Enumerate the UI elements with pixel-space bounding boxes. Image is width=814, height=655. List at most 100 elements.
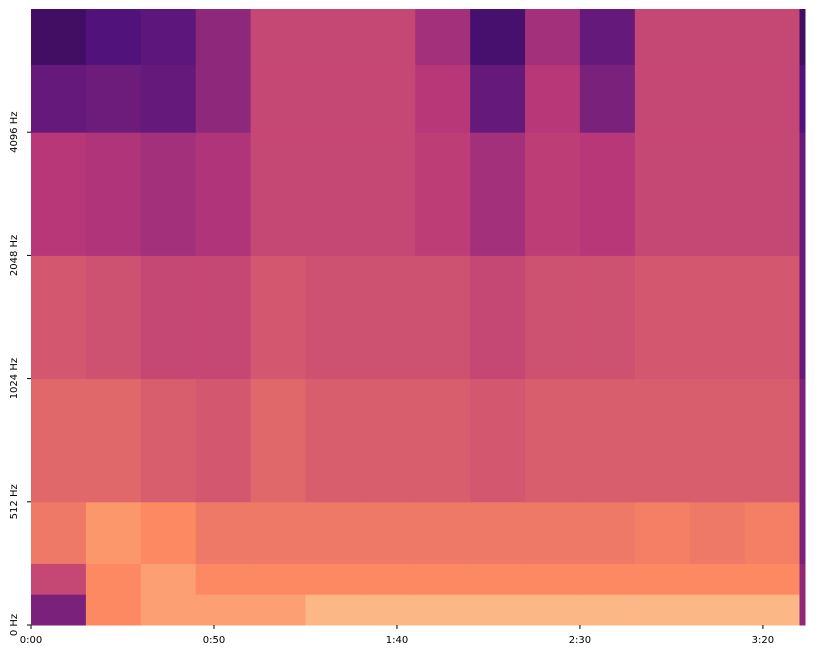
heatmap-cell [525,9,581,65]
heatmap-cell [634,594,691,626]
heatmap-cell [415,132,471,256]
heatmap-cell [689,132,746,256]
heatmap-cell [140,378,197,503]
heatmap-cell [744,64,801,133]
heatmap-cell [525,563,581,595]
heatmap-cell [525,594,581,626]
heatmap-cell [634,255,691,380]
heatmap-cell [799,9,806,65]
heatmap-cell [744,9,801,65]
heatmap-cell [415,594,471,626]
heatmap-cell [415,9,471,65]
heatmap-cell [305,255,361,380]
heatmap-cell [360,64,416,133]
heatmap-cell [360,255,416,380]
heatmap-cell [305,563,361,595]
heatmap-cell [634,501,691,564]
heatmap-cell [305,64,361,133]
heatmap-cell [195,501,252,564]
heatmap-cell [744,501,801,564]
heatmap-cell [799,594,806,626]
heatmap-cell [689,501,746,564]
heatmap-cell [85,255,142,380]
heatmap-cell [85,9,142,65]
heatmap-cell [799,378,806,503]
heatmap-cell [140,64,197,133]
heatmap-cell [250,594,306,626]
heatmap-cell [579,132,636,256]
heatmap-cell [250,255,306,380]
heatmap-cell [799,132,806,256]
heatmap-cell [744,255,801,380]
heatmap-cell [140,501,197,564]
heatmap-cell [634,132,691,256]
heatmap-cell [195,132,252,256]
heatmap-cell [744,563,801,595]
heatmap-cell [689,563,746,595]
heatmap-cell [470,501,526,564]
heatmap-cell [799,255,806,380]
heatmap-cell [415,563,471,595]
heatmap-cell [250,132,306,256]
heatmap-cell [250,501,306,564]
heatmap-cell [525,64,581,133]
heatmap-cell [634,563,691,595]
heatmap-cell [305,501,361,564]
heatmap-cell [470,64,526,133]
x-tick-label: 1:40 [386,635,408,646]
heatmap-cell [195,378,252,503]
heatmap-cell [525,501,581,564]
heatmap-cell [305,594,361,626]
heatmap-cell [579,501,636,564]
x-tick-label: 2:30 [569,635,591,646]
heatmap-cell [579,378,636,503]
heatmap-cell [31,9,87,65]
heatmap-cell [85,501,142,564]
heatmap-cell [31,132,87,256]
heatmap-cell [415,501,471,564]
heatmap-cell [470,563,526,595]
heatmap-cell [31,378,87,503]
y-tick-label: 4096 Hz [9,111,20,152]
heatmap-cell [415,64,471,133]
heatmap-cell [689,594,746,626]
heatmap-cell [31,563,87,595]
heatmap-cell [579,594,636,626]
heatmap-cell [579,64,636,133]
heatmap-cell [305,132,361,256]
heatmap-cell [579,563,636,595]
heatmap-cell [744,132,801,256]
heatmap-cell [195,563,252,595]
heatmap-cell [415,255,471,380]
heatmap-cell [470,255,526,380]
heatmap-cell [85,132,142,256]
heatmap-cell [140,9,197,65]
heatmap-cell [85,594,142,626]
x-tick-label: 0:00 [20,635,42,646]
heatmap-cell [85,378,142,503]
heatmap-cell [689,255,746,380]
heatmap-cell [31,594,87,626]
heatmap-cell [360,501,416,564]
heatmap-cell [470,378,526,503]
x-tick-label: 0:50 [203,635,225,646]
heatmap-cell [250,563,306,595]
heatmap-cell [31,501,87,564]
heatmap-cell [140,132,197,256]
y-tick-label: 0 Hz [9,614,20,636]
heatmap-cell [525,255,581,380]
heatmap-cell [799,64,806,133]
heatmap-cell [85,563,142,595]
heatmap-cell [195,255,252,380]
heatmap-cell [195,9,252,65]
y-tick-label: 2048 Hz [9,235,20,276]
heatmap-cell [195,64,252,133]
heatmap-cell [525,378,581,503]
heatmap-cell [31,64,87,133]
heatmap-cell [689,378,746,503]
x-tick-label: 3:20 [752,635,774,646]
heatmap-cell [140,255,197,380]
heatmap-cell [250,9,306,65]
heatmap-cell [140,563,197,595]
